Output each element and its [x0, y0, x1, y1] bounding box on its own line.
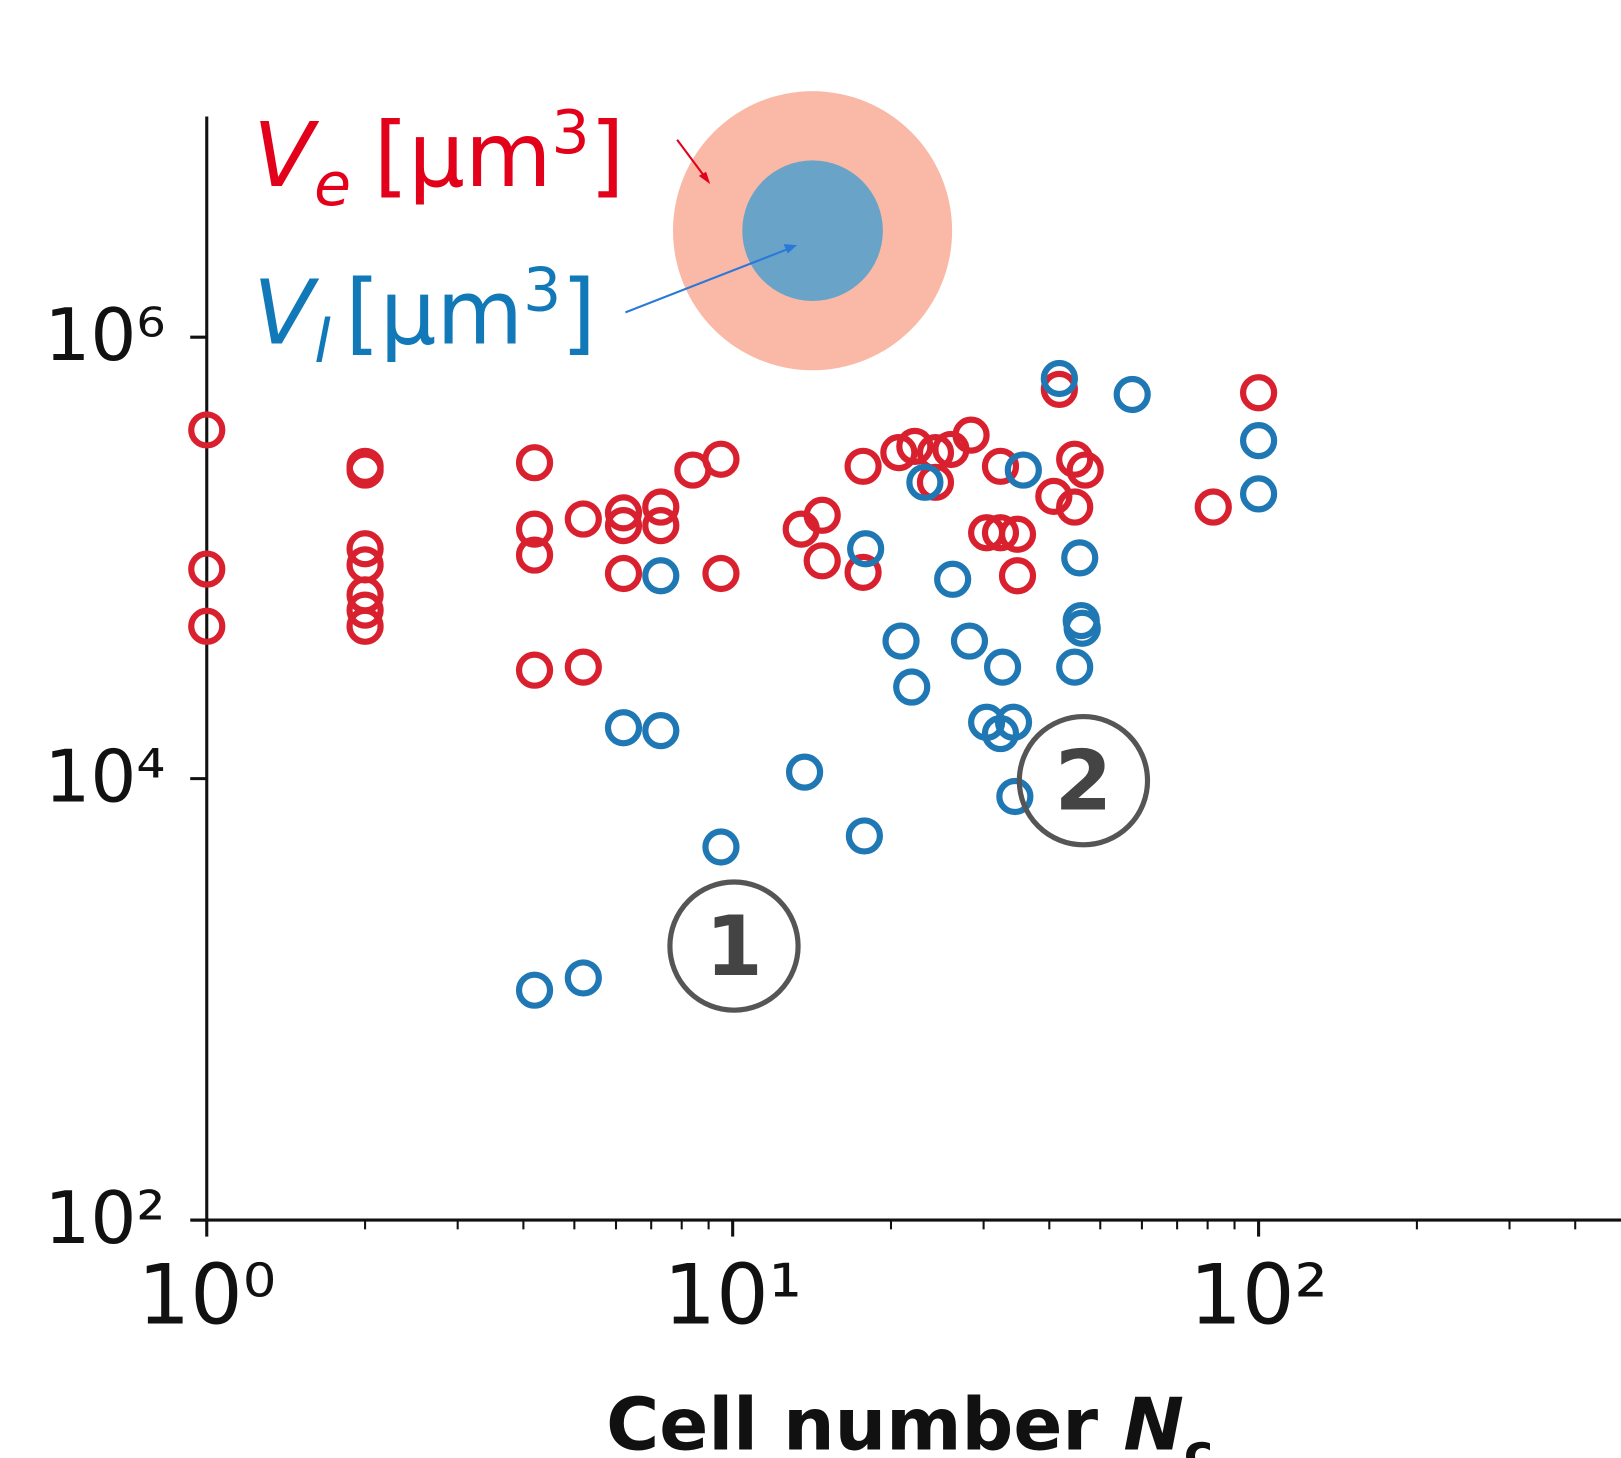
point — [564, 500, 602, 538]
points — [188, 359, 1278, 1009]
point — [515, 651, 554, 689]
point — [1113, 375, 1151, 414]
point — [702, 554, 740, 593]
point — [642, 488, 680, 526]
x-tick-label: 10¹ — [663, 1246, 801, 1343]
x-tick-label: 10⁰ — [138, 1246, 276, 1343]
point — [934, 560, 972, 598]
legend-entry: Vl [μm3] — [253, 255, 596, 377]
point — [1056, 648, 1094, 686]
point — [996, 777, 1034, 816]
legend-subscript: l — [314, 307, 331, 377]
y-tick-label: 10⁶ — [44, 294, 165, 378]
point — [188, 607, 226, 645]
point — [981, 514, 1020, 552]
point — [1239, 374, 1278, 412]
axes: 10² 10⁴ 10⁶ 10⁰ 10¹ 10² — [44, 116, 1621, 1343]
point — [642, 507, 680, 545]
point — [844, 447, 882, 485]
annotation-circle — [667, 879, 801, 1013]
point — [803, 496, 841, 534]
point — [515, 444, 554, 482]
legend-unit: [μm — [345, 260, 523, 364]
point — [950, 622, 989, 660]
y-tick-label: 10² — [44, 1177, 165, 1261]
x-label-symbol: N — [1123, 1384, 1184, 1458]
point — [604, 554, 643, 593]
point — [604, 507, 643, 545]
legend-symbol: V — [253, 103, 319, 207]
point — [702, 440, 740, 478]
point — [981, 447, 1020, 485]
point — [952, 416, 990, 454]
point — [1056, 440, 1094, 478]
legend-symbol: V — [253, 260, 319, 364]
inner-cell-icon — [742, 160, 883, 302]
annotation-circle — [1016, 714, 1151, 848]
legend-unit: [μm — [374, 103, 552, 207]
annotation: 2 — [1055, 733, 1113, 830]
point — [1061, 539, 1099, 577]
point — [642, 557, 680, 595]
x-label-text: Cell number — [606, 1384, 1098, 1458]
point — [994, 703, 1033, 741]
point — [998, 515, 1037, 553]
point — [515, 971, 554, 1009]
point — [515, 536, 554, 574]
point — [188, 411, 226, 449]
point — [1239, 421, 1278, 460]
point — [998, 557, 1037, 595]
x-tick-label: 10² — [1189, 1246, 1327, 1343]
point — [1040, 359, 1078, 398]
y-tick-label: 10⁴ — [44, 735, 165, 819]
point — [564, 648, 602, 686]
arrow — [625, 247, 791, 314]
legend-close: ] — [561, 260, 596, 364]
point — [346, 591, 384, 629]
point — [604, 494, 643, 532]
point — [916, 463, 955, 501]
point — [844, 553, 882, 591]
point — [785, 753, 824, 791]
point — [882, 622, 920, 660]
legend-superscript: 3 — [523, 255, 561, 325]
legend-close: ] — [590, 103, 625, 207]
point — [1056, 488, 1094, 526]
arrow — [676, 139, 708, 181]
point — [1063, 609, 1101, 647]
x-axis-label: Cell number Nc — [606, 1384, 1213, 1458]
point — [346, 451, 384, 489]
point — [515, 510, 554, 548]
legend-entry: Ve [μm3] — [253, 98, 624, 220]
point — [1239, 475, 1278, 513]
point — [983, 648, 1022, 686]
point — [803, 542, 841, 580]
x-label-subscript: c — [1184, 1424, 1213, 1458]
point — [346, 607, 384, 645]
point — [702, 828, 740, 866]
annotation: 1 — [705, 898, 763, 995]
arrow-head — [783, 244, 798, 254]
point — [188, 550, 226, 588]
point — [604, 709, 643, 747]
point — [893, 668, 931, 706]
point — [896, 427, 934, 466]
arrow-head — [698, 171, 711, 185]
point — [845, 817, 883, 855]
point — [1040, 370, 1078, 409]
point — [346, 530, 384, 568]
point — [847, 530, 885, 568]
point — [1035, 477, 1073, 515]
legend-subscript: e — [314, 150, 351, 220]
point — [642, 712, 680, 750]
point — [1194, 488, 1232, 526]
point — [564, 959, 602, 997]
point — [906, 463, 944, 501]
legend-superscript: 3 — [552, 98, 590, 168]
point — [1004, 451, 1042, 489]
point — [1066, 451, 1104, 489]
